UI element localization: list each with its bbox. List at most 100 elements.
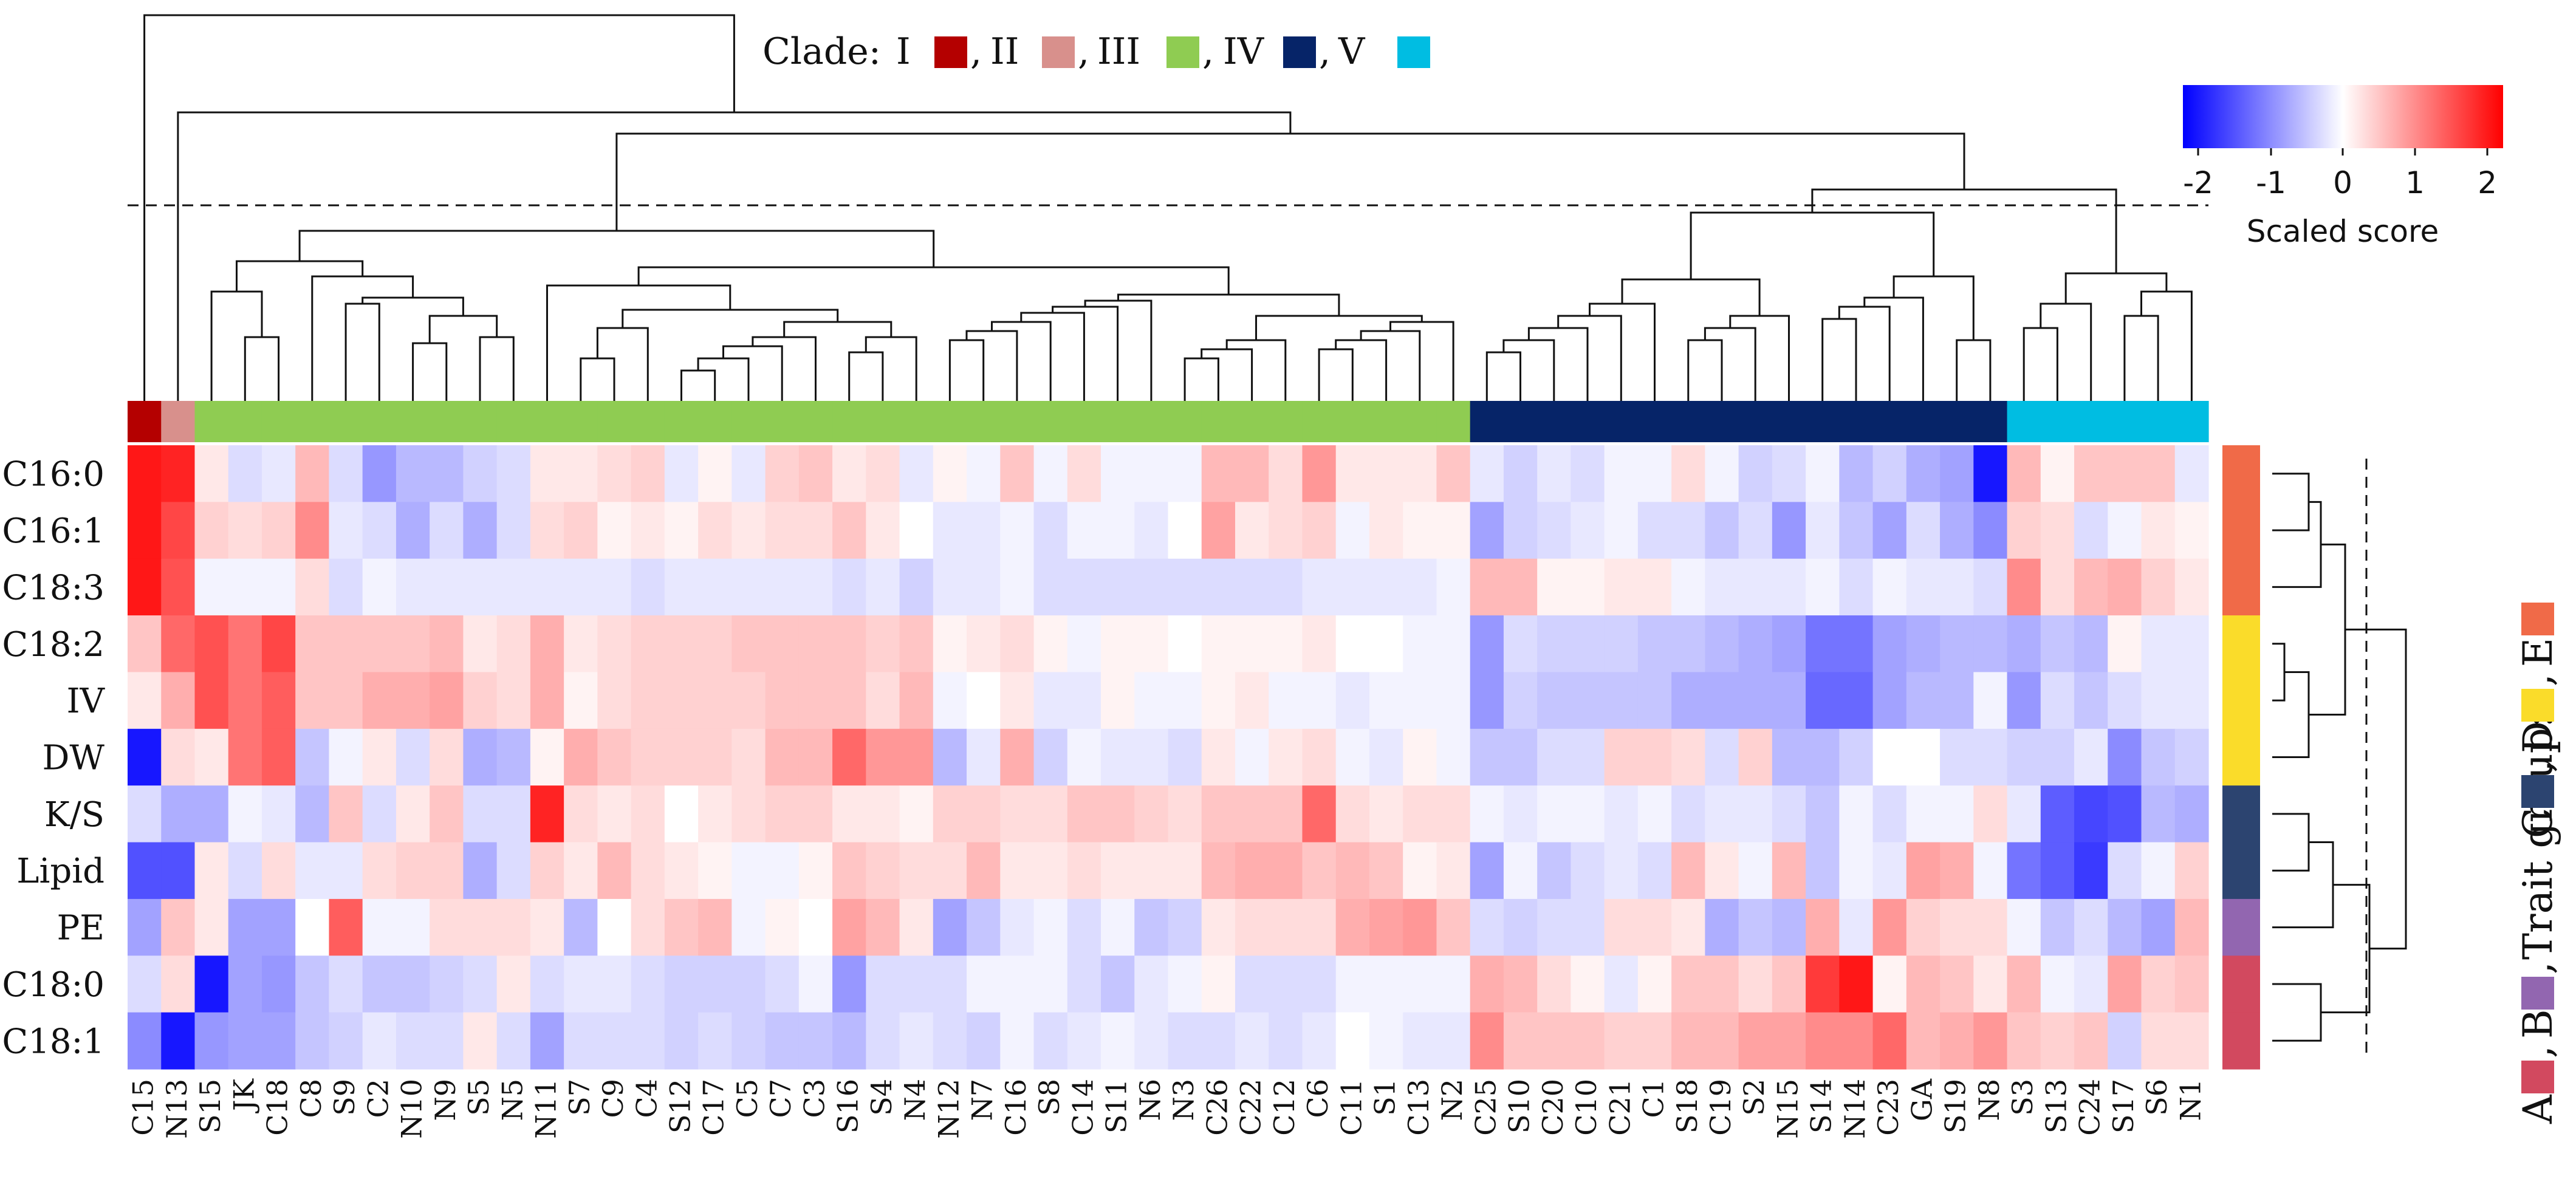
- clade-legend-label-ii: II: [990, 30, 1019, 73]
- heatmap-cell: [530, 955, 564, 1013]
- trait-legend-swatch-b: [2521, 977, 2554, 1010]
- heatmap-cell: [1369, 445, 1403, 502]
- heatmap-cell: [765, 558, 800, 616]
- clade-bar-segment: [899, 401, 934, 442]
- trait-legend-label-e: E: [2515, 638, 2561, 667]
- column-label: S18: [1671, 1079, 1704, 1133]
- heatmap-cell: [1235, 445, 1269, 502]
- color-scale-legend: -2 -1 0 1 2 Scaled score: [2183, 85, 2503, 249]
- clade-bar-segment: [798, 401, 833, 442]
- heatmap-cell: [1604, 898, 1639, 956]
- clade-bar-segment: [2174, 401, 2209, 442]
- dendrogram-branch: [1389, 321, 1454, 401]
- heatmap-cell: [1671, 955, 1705, 1013]
- heatmap-cell: [1201, 502, 1236, 559]
- heatmap-cell: [1168, 898, 1202, 956]
- heatmap-cell: [1906, 558, 1941, 616]
- clade-bar-segment: [1269, 401, 1303, 442]
- dendrogram-branch: [991, 321, 1052, 401]
- heatmap-cell: [430, 1012, 464, 1070]
- heatmap-cell: [1537, 672, 1571, 730]
- heatmap-cell: [1101, 1012, 1135, 1070]
- heatmap-cell: [1000, 558, 1035, 616]
- heatmap-cell: [530, 728, 564, 786]
- heatmap-cell: [396, 558, 430, 616]
- heatmap-cell: [362, 1012, 397, 1070]
- heatmap-cell: [1839, 672, 1874, 730]
- heatmap-cell: [396, 728, 430, 786]
- heatmap-cell: [261, 672, 296, 730]
- heatmap-cell: [664, 672, 699, 730]
- heatmap-cell: [2040, 785, 2075, 843]
- row-label: C16:0: [2, 455, 104, 494]
- heatmap-cell: [866, 1012, 900, 1070]
- heatmap-cell: [832, 842, 866, 900]
- heatmap-cell: [1168, 615, 1202, 673]
- clade-bar-segment: [362, 401, 397, 442]
- heatmap-cell: [1235, 1012, 1269, 1070]
- heatmap-cell: [631, 728, 665, 786]
- heatmap-cell: [832, 558, 866, 616]
- clade-bar-segment: [194, 401, 229, 442]
- heatmap-cell: [329, 1012, 363, 1070]
- heatmap-cell: [2040, 502, 2075, 559]
- heatmap-cell: [1033, 615, 1068, 673]
- clade-bar-segment: [832, 401, 866, 442]
- clade-bar-segment: [2007, 401, 2041, 442]
- heatmap-cell: [1033, 1012, 1068, 1070]
- heatmap-cell: [396, 842, 430, 900]
- heatmap-cell: [1872, 842, 1907, 900]
- dendrogram-branch: [2140, 290, 2193, 401]
- column-label: N13: [160, 1079, 193, 1139]
- dendrogram-branch: [722, 345, 783, 401]
- heatmap-cell: [1033, 955, 1068, 1013]
- heatmap-cell: [698, 728, 732, 786]
- heatmap-cell: [1403, 445, 1437, 502]
- heatmap-cell: [1403, 672, 1437, 730]
- heatmap-cell: [1067, 558, 1101, 616]
- heatmap-cell: [967, 502, 1001, 559]
- heatmap-cell: [832, 898, 866, 956]
- heatmap-cell: [261, 1012, 296, 1070]
- trait-legend-swatch-d: [2521, 689, 2554, 722]
- heatmap-cell: [698, 842, 732, 900]
- heatmap-cell: [2040, 1012, 2075, 1070]
- heatmap-cell: [1369, 955, 1403, 1013]
- column-label: C2: [361, 1079, 394, 1118]
- heatmap-cell: [1503, 898, 1538, 956]
- heatmap-cell: [1470, 785, 1504, 843]
- heatmap-cell: [329, 785, 363, 843]
- heatmap-cell: [161, 672, 196, 730]
- clade-bar-segment: [731, 401, 766, 442]
- heatmap-cell: [1168, 728, 1202, 786]
- heatmap-cell: [1705, 558, 1739, 616]
- heatmap-cell: [1637, 785, 1672, 843]
- heatmap-cell: [967, 672, 1001, 730]
- heatmap-cell: [1571, 672, 1605, 730]
- svg-text:,: ,: [970, 30, 982, 73]
- heatmap-cell: [1940, 1012, 1974, 1070]
- heatmap-cell: [698, 672, 732, 730]
- column-label: C25: [1469, 1079, 1502, 1136]
- color-scale-title: Scaled score: [2247, 214, 2439, 249]
- heatmap-cell: [1335, 842, 1370, 900]
- heatmap-cell: [1940, 672, 1974, 730]
- heatmap-cell: [967, 558, 1001, 616]
- heatmap-cell: [496, 728, 531, 786]
- heatmap-cell: [2007, 558, 2041, 616]
- heatmap-cell: [161, 728, 196, 786]
- heatmap-cell: [698, 1012, 732, 1070]
- dendrogram-branch: [697, 357, 750, 401]
- trait-group-segment: [2222, 558, 2260, 616]
- heatmap-cell: [1168, 785, 1202, 843]
- heatmap-cell: [1067, 898, 1101, 956]
- heatmap-cell: [832, 955, 866, 1013]
- heatmap-cell: [832, 785, 866, 843]
- dendrogram-branch: [783, 321, 892, 337]
- trait-group-segment: [2222, 615, 2260, 673]
- clade-bar-segment: [2141, 401, 2176, 442]
- heatmap-cell: [463, 955, 498, 1013]
- heatmap-cell: [194, 558, 229, 616]
- heatmap-cell: [1537, 955, 1571, 1013]
- heatmap-cell: [1872, 445, 1907, 502]
